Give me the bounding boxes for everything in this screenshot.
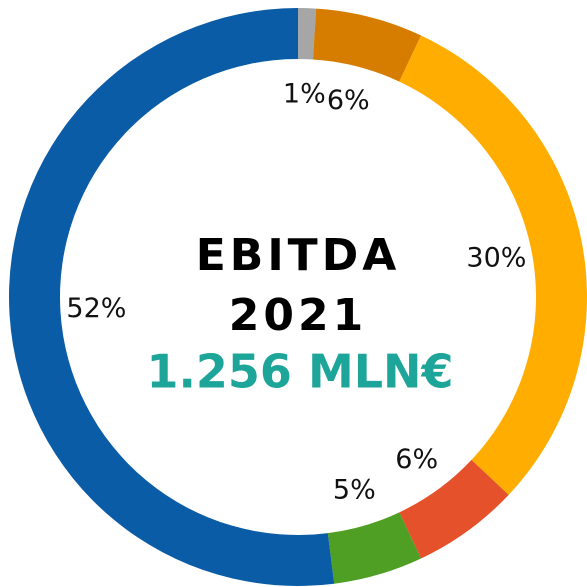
value-label: 1% xyxy=(283,79,326,110)
donut-segment xyxy=(9,7,335,586)
value-label: 5% xyxy=(333,474,376,505)
value-label: 52% xyxy=(66,293,126,324)
donut-segment xyxy=(298,8,317,60)
total-label: 1.256 MLN€ xyxy=(146,345,453,399)
value-label: 6% xyxy=(395,444,438,475)
value-label: 6% xyxy=(327,85,370,116)
donut-segment xyxy=(312,8,422,82)
donut-segment xyxy=(399,459,509,559)
chart-title: EBITDA xyxy=(196,230,401,281)
value-label: 30% xyxy=(466,243,526,274)
donut-segment xyxy=(327,512,422,584)
donut-segment xyxy=(399,35,587,495)
chart-subtitle: 2021 xyxy=(229,290,367,341)
